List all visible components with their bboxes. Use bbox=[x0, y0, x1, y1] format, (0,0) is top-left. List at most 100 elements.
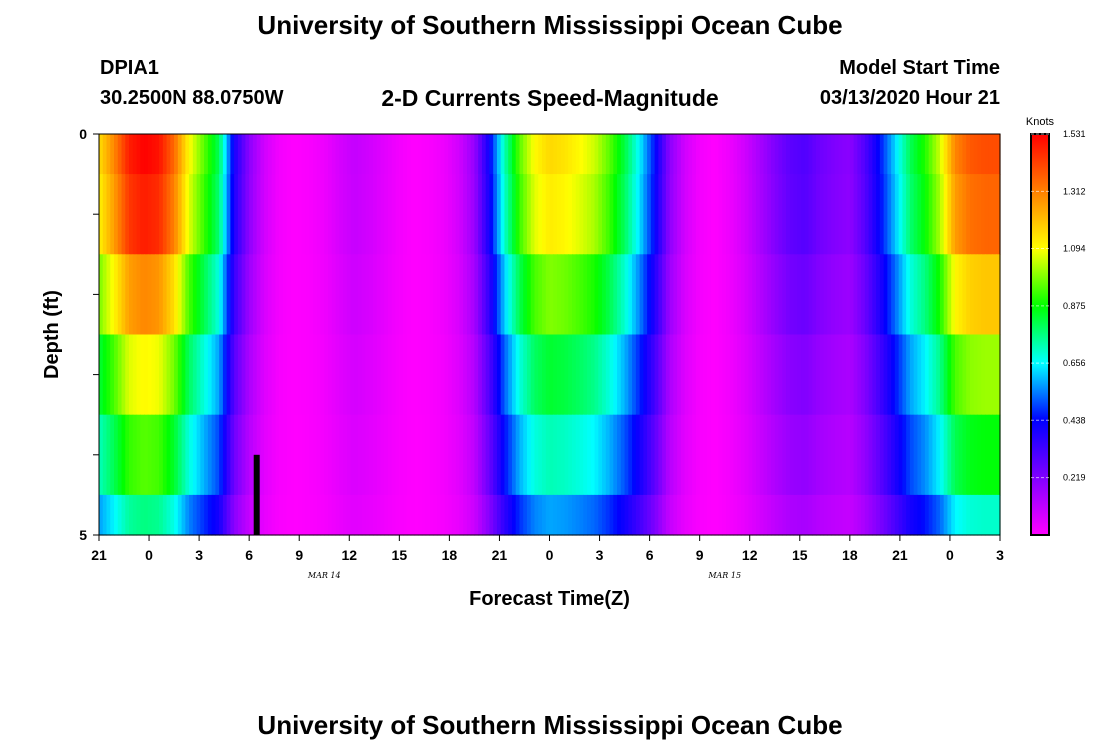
heatmap-cell bbox=[740, 414, 746, 496]
heatmap-cell bbox=[628, 414, 633, 496]
heatmap-cell bbox=[222, 414, 228, 496]
y-axis-ticks: 05 bbox=[79, 126, 99, 543]
heatmap-cell bbox=[819, 134, 825, 175]
heatmap-cell bbox=[275, 134, 280, 175]
heatmap-cell bbox=[587, 334, 592, 416]
heatmap-cell bbox=[245, 494, 250, 536]
heatmap-cell bbox=[887, 494, 892, 536]
heatmap-cell bbox=[939, 254, 945, 336]
heatmap-cell bbox=[583, 494, 588, 536]
heatmap-cell bbox=[624, 254, 629, 336]
heatmap-cell bbox=[534, 334, 539, 416]
heatmap-cell bbox=[876, 174, 881, 255]
heatmap-cell bbox=[872, 174, 877, 255]
heatmap-cell bbox=[673, 334, 678, 416]
heatmap-cell bbox=[166, 174, 171, 255]
heatmap-cell bbox=[553, 254, 558, 336]
heatmap-cell bbox=[117, 134, 123, 175]
heatmap-cell bbox=[177, 334, 183, 416]
heatmap-cell bbox=[879, 494, 885, 536]
heatmap-cell bbox=[677, 254, 682, 336]
heatmap-cell bbox=[575, 174, 581, 255]
heatmap-cell bbox=[448, 174, 453, 255]
heatmap-cell bbox=[801, 134, 806, 175]
heatmap-cell bbox=[207, 334, 213, 416]
date-labels: MAR 14 MAR 15 bbox=[307, 571, 741, 580]
heatmap-cell bbox=[339, 334, 344, 416]
heatmap-cell bbox=[729, 494, 735, 536]
heatmap-cell bbox=[883, 254, 888, 336]
heatmap-cell bbox=[511, 414, 517, 496]
heatmap-cell bbox=[834, 134, 840, 175]
heatmap-cell bbox=[192, 494, 198, 536]
heatmap-cell bbox=[114, 134, 119, 175]
heatmap-cell bbox=[275, 494, 280, 536]
heatmap-cell bbox=[605, 414, 611, 496]
heatmap-cell bbox=[294, 334, 299, 416]
heatmap-cell bbox=[245, 254, 250, 336]
heatmap-cell bbox=[583, 254, 588, 336]
heatmap-cell bbox=[789, 494, 795, 536]
heatmap-cell bbox=[891, 334, 896, 416]
heatmap-cell bbox=[680, 334, 686, 416]
heatmap-cell bbox=[677, 334, 682, 416]
heatmap-cell bbox=[406, 254, 412, 336]
heatmap-cell bbox=[789, 134, 795, 175]
heatmap-cell bbox=[451, 494, 457, 536]
heatmap-cell bbox=[722, 254, 727, 336]
heatmap-cell bbox=[699, 134, 705, 175]
heatmap-cell bbox=[140, 134, 145, 175]
heatmap-cell bbox=[125, 494, 130, 536]
heatmap-cell bbox=[534, 134, 539, 175]
heatmap-cell bbox=[99, 334, 104, 416]
heatmap-cell bbox=[530, 174, 536, 255]
heatmap-cell bbox=[354, 254, 359, 336]
heatmap-cell bbox=[954, 494, 960, 536]
heatmap-cell bbox=[583, 134, 588, 175]
heatmap-cell bbox=[718, 414, 723, 496]
heatmap-cell bbox=[635, 134, 641, 175]
heatmap-cell bbox=[936, 334, 941, 416]
heatmap-cell bbox=[343, 254, 348, 336]
heatmap-cell bbox=[301, 174, 307, 255]
heatmap-cell bbox=[365, 254, 370, 336]
heatmap-cell bbox=[388, 254, 393, 336]
heatmap-cell bbox=[376, 174, 382, 255]
heatmap-cell bbox=[801, 174, 806, 255]
heatmap-cell bbox=[891, 174, 896, 255]
heatmap-cell bbox=[234, 134, 239, 175]
heatmap-cell bbox=[425, 174, 430, 255]
heatmap-cell bbox=[992, 174, 997, 255]
heatmap-cell bbox=[804, 494, 810, 536]
heatmap-cell bbox=[632, 414, 637, 496]
heatmap-cell bbox=[519, 254, 524, 336]
heatmap-cell bbox=[324, 134, 329, 175]
heatmap-cell bbox=[887, 254, 892, 336]
heatmap-cell bbox=[245, 174, 250, 255]
heatmap-cell bbox=[418, 414, 423, 496]
heatmap-cell bbox=[786, 134, 791, 175]
heatmap-cell bbox=[395, 414, 400, 496]
heatmap-cell bbox=[200, 174, 205, 255]
heatmap-cell bbox=[759, 414, 765, 496]
heatmap-cell bbox=[305, 254, 310, 336]
heatmap-cell bbox=[909, 134, 915, 175]
heatmap-cell bbox=[526, 134, 532, 175]
heatmap-cell bbox=[403, 134, 408, 175]
heatmap-cell bbox=[200, 134, 205, 175]
heatmap-cell bbox=[703, 494, 708, 536]
heatmap-cell bbox=[725, 134, 731, 175]
heatmap-cell bbox=[579, 174, 584, 255]
heatmap-cell bbox=[932, 174, 937, 255]
heatmap-cell bbox=[245, 414, 250, 496]
heatmap-cell bbox=[515, 134, 521, 175]
station-coords: 30.2500N 88.0750W bbox=[100, 87, 284, 109]
heatmap-cell bbox=[834, 334, 840, 416]
heatmap-cell bbox=[538, 334, 543, 416]
heatmap-cell bbox=[782, 414, 787, 496]
heatmap-cell bbox=[448, 254, 453, 336]
heatmap-cell bbox=[196, 414, 201, 496]
heatmap-cell bbox=[275, 254, 280, 336]
heatmap-cell bbox=[358, 414, 363, 496]
heatmap-cell bbox=[831, 414, 836, 496]
